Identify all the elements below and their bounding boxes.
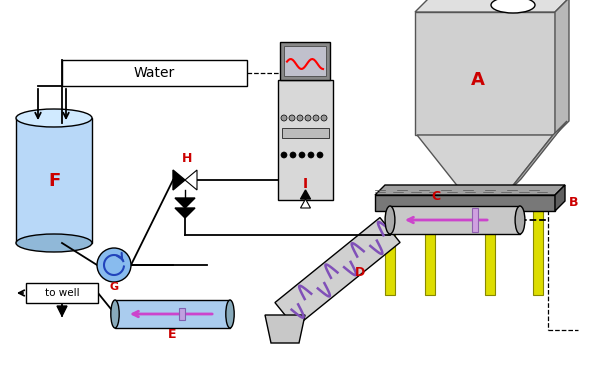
Bar [385,200,395,295]
Ellipse shape [491,0,535,13]
Bar [485,200,495,295]
Bar [278,80,333,200]
Bar [533,200,543,295]
Text: to well: to well [45,288,79,298]
Circle shape [317,152,323,158]
Text: A: A [471,71,485,89]
Polygon shape [175,208,195,218]
Polygon shape [175,198,195,208]
Text: Water: Water [134,66,175,80]
Circle shape [305,115,311,121]
Bar [26,283,98,303]
Bar [415,12,555,135]
Bar [472,208,478,232]
Ellipse shape [226,300,234,328]
Text: C: C [431,190,440,203]
Circle shape [313,115,319,121]
Circle shape [289,115,295,121]
Ellipse shape [385,206,395,234]
Ellipse shape [515,206,525,234]
Polygon shape [415,0,569,12]
Polygon shape [57,306,67,316]
Polygon shape [300,199,310,208]
Circle shape [299,152,305,158]
Text: G: G [109,282,119,292]
Text: I: I [303,177,308,191]
Bar [16,118,92,243]
Ellipse shape [111,300,119,328]
Circle shape [281,115,287,121]
Circle shape [321,115,327,121]
Bar [425,200,435,295]
Bar [284,46,326,76]
Polygon shape [375,185,565,195]
Ellipse shape [16,234,92,252]
Circle shape [290,152,296,158]
Polygon shape [555,185,565,211]
Circle shape [97,248,131,282]
Text: F: F [48,172,60,190]
Bar [62,60,247,86]
Bar [179,308,185,320]
Bar [390,206,520,234]
Polygon shape [555,0,569,135]
Text: D: D [355,266,365,280]
Text: E: E [168,328,176,341]
Polygon shape [173,170,185,190]
Polygon shape [185,170,197,190]
Circle shape [297,115,303,121]
Polygon shape [275,217,400,328]
Polygon shape [300,190,310,199]
Ellipse shape [16,109,92,127]
Bar [473,193,497,205]
Bar [375,195,555,211]
Polygon shape [507,121,567,193]
Text: B: B [569,197,579,209]
Bar [115,300,230,328]
Text: H: H [182,152,192,165]
Polygon shape [417,135,553,193]
Bar [282,128,329,138]
Polygon shape [265,315,305,343]
Circle shape [281,152,287,158]
Bar [280,42,330,80]
Circle shape [308,152,314,158]
